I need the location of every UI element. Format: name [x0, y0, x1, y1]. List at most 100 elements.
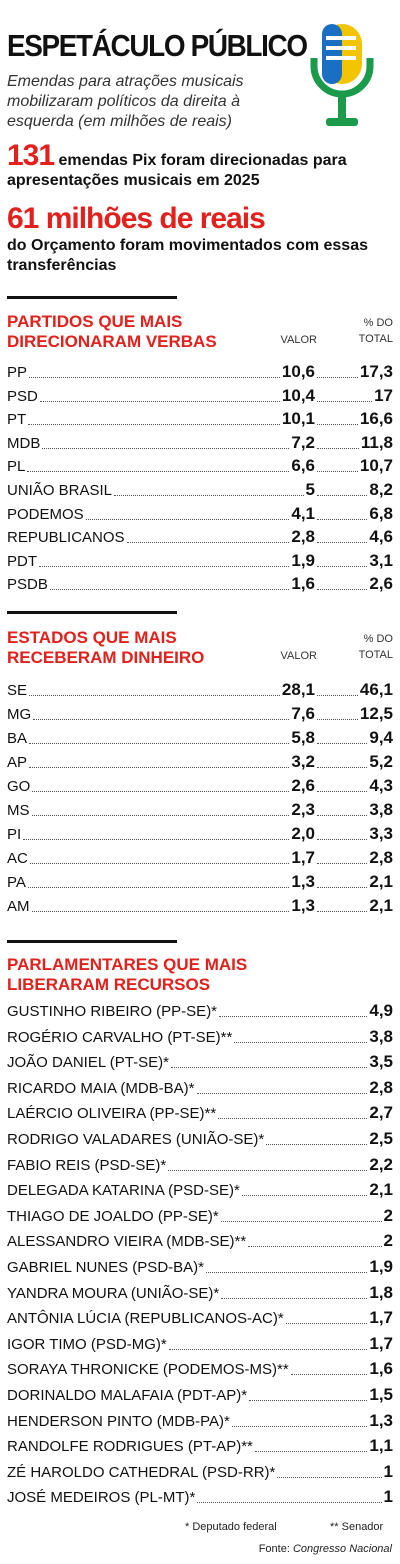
section-title-highlight: PARLAMENTARES	[7, 955, 159, 974]
row-name: FABIO REIS (PSD-SE)*	[7, 1156, 167, 1174]
row-name: LAÉRCIO OLIVEIRA (PP-SE)**	[7, 1105, 217, 1123]
dot-leader	[317, 911, 368, 912]
table-row: MS 2,3 3,8	[7, 800, 393, 820]
table-row: AM 1,3 2,1	[7, 896, 393, 916]
dot-leader	[317, 887, 368, 888]
row-value: 1,3	[291, 896, 315, 915]
row-value: 1,9	[369, 1257, 393, 1276]
row-value: 1,5	[369, 1385, 393, 1404]
row-value: 2	[383, 1231, 393, 1251]
row-percent: 8,2	[369, 480, 393, 499]
row-name: ZÉ HAROLDO CATHEDRAL (PSD-RR)*	[7, 1463, 276, 1481]
row-name: RANDOLFE RODRIGUES (PT-AP)**	[7, 1438, 253, 1456]
table-row: GO 2,6 4,3	[7, 776, 393, 796]
table-row: HENDERSON PINTO (MDB-PA)* 1,3	[7, 1411, 393, 1431]
row-percent: 2,8	[369, 848, 393, 867]
dot-leader	[28, 424, 280, 426]
dot-leader	[220, 1220, 382, 1222]
row-percent: 2,1	[369, 872, 393, 891]
table-row: PI 2,0 3,3	[7, 824, 393, 844]
column-header: VALOR	[280, 334, 317, 346]
highlight-text: do Orçamento foram movimentados com essa…	[7, 237, 368, 274]
dot-leader	[248, 1246, 382, 1248]
row-name: BA	[7, 730, 28, 747]
table-row: PL 6,6 10,7	[7, 456, 393, 476]
row-percent: 4,3	[369, 776, 393, 795]
table-row: PODEMOS 4,1 6,8	[7, 504, 393, 524]
row-value: 1,6	[369, 1359, 393, 1379]
row-percent: 11,8	[360, 432, 393, 452]
dot-leader	[197, 1502, 382, 1504]
row-value: 1,8	[369, 1282, 393, 1302]
highlight-number: 61 milhões de reais	[7, 202, 266, 235]
row-percent: 4,6	[369, 527, 393, 547]
row-name: SE	[7, 682, 28, 699]
source: Fonte: Congresso Nacional	[259, 1543, 392, 1555]
dot-leader	[29, 695, 280, 696]
row-percent: 2,6	[369, 574, 393, 594]
pct-cell: 46,1	[315, 680, 393, 700]
divider	[7, 940, 177, 943]
pct-cell: 9,4	[315, 728, 393, 748]
column-header: VALOR	[280, 650, 317, 662]
pct-cell: 17	[315, 386, 393, 406]
row-percent: 3,8	[369, 800, 393, 819]
row-percent: 12,5	[359, 704, 393, 723]
section-title-highlight: ESTADOS	[7, 628, 88, 647]
section-title: PARTIDOS QUE MAIS DIRECIONARAM VERBAS	[7, 312, 267, 352]
table-row: RODRIGO VALADARES (UNIÃO-SE)* 2,5	[7, 1129, 393, 1149]
row-name: UNIÃO BRASIL	[7, 482, 113, 499]
table-row: YANDRA MOURA (UNIÃO-SE)* 1,8	[7, 1283, 393, 1303]
row-value: 2,5	[369, 1129, 393, 1148]
row-name: ROGÉRIO CARVALHO (PT-SE)**	[7, 1028, 233, 1046]
table-row: REPUBLICANOS 2,8 4,6	[7, 527, 393, 547]
column-header: % DO TOTAL	[358, 633, 393, 661]
row-value: 2,8	[369, 1077, 393, 1097]
table-row: ROGÉRIO CARVALHO (PT-SE)** 3,8	[7, 1027, 393, 1047]
dot-leader	[317, 542, 368, 544]
row-name: ANTÔNIA LÚCIA (REPUBLICANOS-AC)*	[7, 1310, 284, 1328]
table-row: PP 10,6 17,3	[7, 362, 393, 382]
dot-leader	[39, 565, 290, 567]
row-value: 10,1	[281, 409, 315, 429]
row-name: JOÃO DANIEL (PT-SE)*	[7, 1054, 169, 1072]
dot-leader	[31, 815, 290, 816]
row-percent: 3,1	[369, 550, 393, 570]
pct-cell: 17,3	[315, 362, 393, 382]
section-title-rest: QUE MAIS RECEBERAM DINHEIRO	[7, 628, 205, 667]
row-name: GABRIEL NUNES (PSD-BA)*	[7, 1259, 204, 1276]
table-row: PSDB 1,6 2,6	[7, 574, 393, 594]
pct-cell: 4,6	[315, 527, 393, 547]
row-value: 7,6	[291, 704, 315, 723]
pct-cell: 4,3	[315, 776, 393, 796]
divider	[7, 611, 177, 614]
row-name: AC	[7, 850, 28, 867]
pct-cell: 2,1	[315, 872, 393, 892]
dot-leader	[254, 1451, 368, 1453]
table-row: IGOR TIMO (PSD-MG)* 1,7	[7, 1334, 393, 1354]
table-row: BA 5,8 9,4	[7, 728, 393, 748]
source-label: Fonte:	[258, 1543, 290, 1555]
dot-leader	[49, 589, 290, 591]
dot-leader	[317, 695, 358, 696]
dot-leader	[317, 589, 368, 591]
row-value: 1,6	[291, 574, 315, 594]
highlight: 131 emendas Pix foram direcionadas para …	[7, 141, 397, 191]
row-value: 2,6	[291, 776, 315, 795]
table-row: GABRIEL NUNES (PSD-BA)* 1,9	[7, 1257, 393, 1277]
dot-leader	[317, 719, 358, 720]
dot-leader	[249, 1400, 368, 1401]
dot-leader	[27, 471, 290, 473]
row-value: 2,1	[369, 1180, 393, 1200]
dot-leader	[168, 1169, 368, 1171]
row-name: PL	[7, 458, 26, 476]
section-title-highlight: PARTIDOS	[7, 312, 94, 331]
pct-cell: 11,8	[315, 433, 393, 453]
dot-leader	[317, 424, 358, 426]
row-name: MS	[7, 802, 30, 819]
row-value: 1,7	[369, 1333, 393, 1353]
row-value: 1,9	[291, 550, 315, 570]
dot-leader	[126, 542, 290, 544]
table-row: LAÉRCIO OLIVEIRA (PP-SE)** 2,7	[7, 1103, 393, 1123]
table-row: GUSTINHO RIBEIRO (PP-SE)* 4,9	[7, 1001, 393, 1021]
